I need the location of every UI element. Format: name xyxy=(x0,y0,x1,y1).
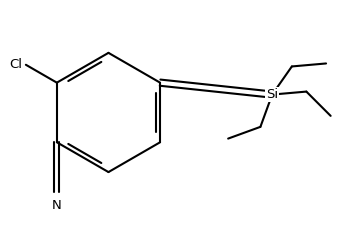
Text: Si: Si xyxy=(266,88,278,101)
Text: Cl: Cl xyxy=(9,58,22,71)
Text: N: N xyxy=(52,199,62,212)
